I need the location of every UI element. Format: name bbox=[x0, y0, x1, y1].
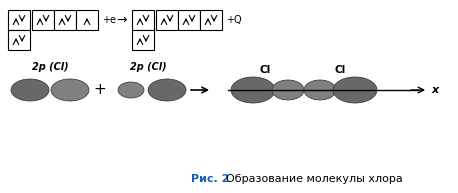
FancyBboxPatch shape bbox=[200, 10, 222, 30]
Text: Cl: Cl bbox=[334, 65, 346, 75]
FancyBboxPatch shape bbox=[132, 10, 154, 30]
Text: →: → bbox=[116, 14, 126, 26]
FancyBboxPatch shape bbox=[132, 30, 154, 50]
Polygon shape bbox=[51, 79, 89, 101]
FancyBboxPatch shape bbox=[8, 10, 30, 30]
FancyBboxPatch shape bbox=[76, 10, 98, 30]
Text: Рис. 2: Рис. 2 bbox=[191, 174, 229, 184]
FancyBboxPatch shape bbox=[54, 10, 76, 30]
Text: 2p (Cl): 2p (Cl) bbox=[32, 62, 68, 72]
FancyBboxPatch shape bbox=[178, 10, 200, 30]
Text: +Q: +Q bbox=[226, 15, 242, 25]
FancyBboxPatch shape bbox=[156, 10, 178, 30]
Text: +e: +e bbox=[102, 15, 116, 25]
Text: Cl: Cl bbox=[259, 65, 271, 75]
Polygon shape bbox=[272, 80, 304, 100]
Text: 2p (Cl): 2p (Cl) bbox=[130, 62, 166, 72]
Polygon shape bbox=[148, 79, 186, 101]
Text: x: x bbox=[431, 85, 438, 95]
Polygon shape bbox=[11, 79, 49, 101]
FancyBboxPatch shape bbox=[8, 30, 30, 50]
Text: Образование молекулы хлора: Образование молекулы хлора bbox=[219, 174, 403, 184]
Polygon shape bbox=[231, 77, 275, 103]
Text: +: + bbox=[93, 82, 106, 97]
FancyBboxPatch shape bbox=[32, 10, 54, 30]
Polygon shape bbox=[118, 82, 144, 98]
Polygon shape bbox=[304, 80, 336, 100]
Polygon shape bbox=[333, 77, 377, 103]
